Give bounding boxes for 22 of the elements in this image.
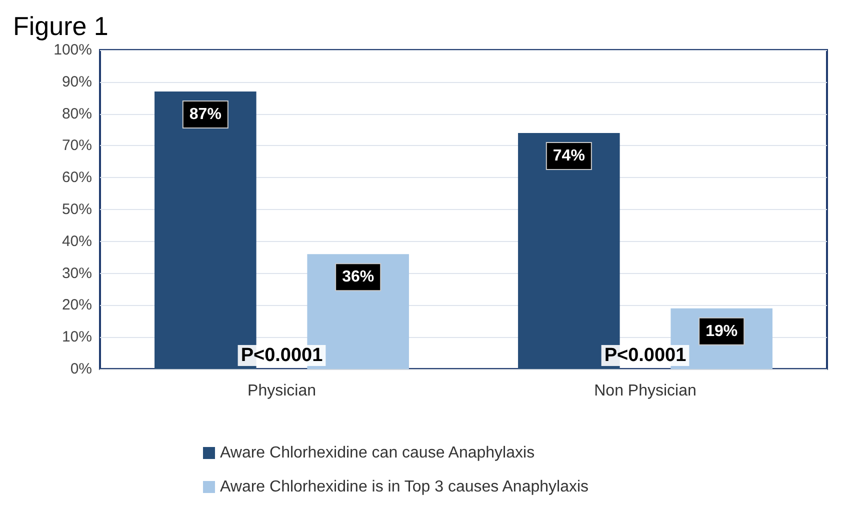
y-tick-label: 20% [62, 296, 92, 314]
y-tick-label: 10% [62, 328, 92, 346]
annotation: P<0.0001 [240, 345, 324, 366]
y-tick-label: 90% [62, 73, 92, 90]
data-label: 36% [342, 268, 374, 286]
chart-title: Figure 1 [13, 11, 108, 41]
annotation: P<0.0001 [604, 345, 687, 366]
y-tick-label: 60% [62, 169, 92, 186]
data-label: 74% [552, 147, 585, 164]
data-label: 19% [706, 322, 738, 340]
y-tick-label: 80% [62, 105, 92, 122]
data-label: 87% [189, 106, 222, 123]
y-tick-label: 50% [62, 201, 92, 218]
legend-label: Aware Chlorhexidine can cause Anaphylaxis [220, 444, 535, 462]
y-tick-label: 30% [62, 264, 92, 282]
y-tick-label: 0% [70, 360, 92, 378]
x-tick-label: Non Physician [594, 382, 696, 400]
legend-label: Aware Chlorhexidine is in Top 3 causes Anaphylaxis [220, 478, 589, 496]
y-tick-label: 40% [62, 232, 92, 250]
y-tick-label: 100% [54, 42, 92, 58]
y-tick-label: 70% [62, 137, 92, 154]
x-tick-label: Physician [248, 382, 316, 400]
